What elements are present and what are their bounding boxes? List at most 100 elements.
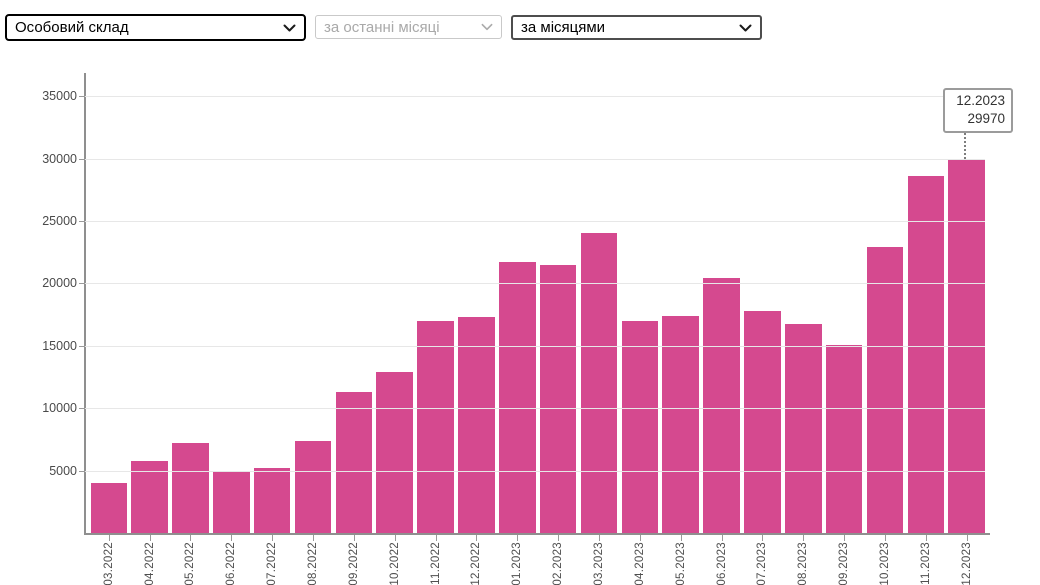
- x-axis-tick-label: 04.2022: [143, 542, 156, 585]
- bar[interactable]: [580, 232, 618, 533]
- y-axis-tick-label: 10000: [42, 401, 77, 416]
- x-axis-tick-label: 12.2023: [960, 542, 973, 585]
- x-axis-tick-label: 06.2022: [225, 542, 238, 585]
- gridline: [85, 221, 985, 222]
- gridline: [85, 158, 985, 160]
- bar[interactable]: [662, 315, 699, 533]
- y-axis-tick-label: 35000: [42, 89, 77, 104]
- x-axis-tick-label: 12.2022: [470, 542, 483, 585]
- bar[interactable]: [294, 441, 332, 533]
- bar[interactable]: [907, 176, 945, 533]
- x-axis-tick-label: 05.2022: [184, 542, 197, 585]
- y-axis-tick: [79, 470, 85, 472]
- gridline: [85, 408, 985, 410]
- bar[interactable]: [417, 320, 454, 533]
- gridline: [85, 345, 985, 347]
- x-axis-tick: [721, 535, 723, 541]
- x-axis-tick: [680, 535, 682, 541]
- bar[interactable]: [90, 483, 127, 533]
- x-axis-tick: [149, 535, 151, 541]
- x-axis-tick-label: 03.2022: [102, 542, 115, 585]
- y-axis-tick-label: 15000: [42, 338, 77, 353]
- bar[interactable]: [499, 261, 536, 533]
- bar[interactable]: [703, 277, 740, 533]
- bar[interactable]: [539, 264, 577, 533]
- y-axis-tick: [79, 158, 85, 160]
- y-axis-tick-label: 20000: [42, 276, 77, 291]
- x-axis-tick-label: 03.2023: [593, 542, 606, 585]
- bar[interactable]: [825, 344, 863, 533]
- bar[interactable]: [335, 391, 373, 533]
- x-axis-tick: [803, 535, 805, 541]
- x-axis-tick-label: 10.2022: [388, 542, 401, 585]
- x-axis-tick: [353, 535, 355, 541]
- x-axis-line: [85, 533, 990, 535]
- x-axis-tick: [639, 535, 641, 541]
- x-axis-tick: [394, 535, 396, 541]
- gridline: [85, 283, 985, 285]
- bar[interactable]: [172, 443, 209, 533]
- y-axis-tick: [79, 408, 85, 410]
- x-axis-tick: [476, 535, 478, 541]
- x-axis-tick: [517, 535, 519, 541]
- bar[interactable]: [376, 372, 413, 533]
- grouping-select-value: за місяцями: [521, 19, 606, 36]
- bar[interactable]: [131, 460, 168, 533]
- x-axis-tick: [762, 535, 764, 541]
- y-axis-tick: [79, 283, 85, 285]
- bar[interactable]: [458, 317, 495, 533]
- tooltip-value: 29970: [967, 111, 1005, 126]
- grouping-select[interactable]: за місяцями: [511, 15, 762, 40]
- tooltip-connector-line: [964, 133, 966, 159]
- x-axis-tick: [313, 535, 315, 541]
- y-axis-line: [84, 73, 86, 535]
- x-axis-tick: [844, 535, 846, 541]
- chevron-down-icon: [739, 24, 752, 31]
- gridline: [85, 470, 985, 472]
- y-axis-tick: [79, 96, 85, 98]
- x-axis-tick: [231, 535, 233, 541]
- bar[interactable]: [785, 323, 822, 533]
- x-axis-tick: [435, 535, 437, 541]
- x-axis-tick: [190, 535, 192, 541]
- x-axis-tick-label: 09.2023: [838, 542, 851, 585]
- x-axis-tick-label: 02.2023: [552, 542, 565, 585]
- dataset-select[interactable]: Особовий склад: [5, 14, 306, 41]
- bar[interactable]: [744, 310, 781, 533]
- bar[interactable]: [253, 468, 291, 533]
- x-axis-tick: [966, 535, 968, 541]
- x-axis-tick-label: 01.2023: [511, 542, 524, 585]
- chevron-down-icon: [481, 23, 493, 31]
- y-axis-tick-label: 30000: [42, 151, 77, 166]
- tooltip-date: 12.2023: [956, 93, 1005, 108]
- y-axis-tick-label: 25000: [42, 214, 77, 228]
- period-select-value: за останні місяці: [324, 18, 440, 36]
- x-axis-tick-label: 07.2023: [756, 542, 769, 585]
- x-axis-tick-label: 10.2023: [879, 542, 892, 585]
- tooltip: 12.2023 29970: [943, 88, 1013, 133]
- x-axis-tick-label: 04.2023: [633, 542, 646, 585]
- y-axis-tick: [79, 221, 85, 222]
- x-axis-tick: [108, 535, 110, 541]
- x-axis-tick-label: 09.2022: [347, 542, 360, 585]
- x-axis-tick-label: 11.2023: [919, 542, 932, 585]
- period-select-disabled: за останні місяці: [315, 15, 502, 39]
- x-axis-tick-label: 07.2022: [266, 542, 279, 585]
- gridline: [85, 96, 985, 98]
- x-axis-tick: [599, 535, 601, 541]
- bar[interactable]: [621, 320, 659, 533]
- bar[interactable]: [866, 247, 904, 533]
- bar[interactable]: [213, 470, 250, 533]
- x-axis-tick: [558, 535, 560, 541]
- dataset-select-value: Особовий склад: [15, 19, 129, 36]
- chevron-down-icon: [283, 24, 296, 31]
- x-axis-tick: [925, 535, 927, 541]
- y-axis-tick: [79, 345, 85, 347]
- x-axis-tick-label: 11.2022: [429, 542, 442, 585]
- x-axis-tick-label: 08.2022: [307, 542, 320, 585]
- y-axis-tick-label: 5000: [49, 463, 77, 478]
- x-axis-tick: [272, 535, 274, 541]
- x-axis-tick-label: 06.2023: [715, 542, 728, 585]
